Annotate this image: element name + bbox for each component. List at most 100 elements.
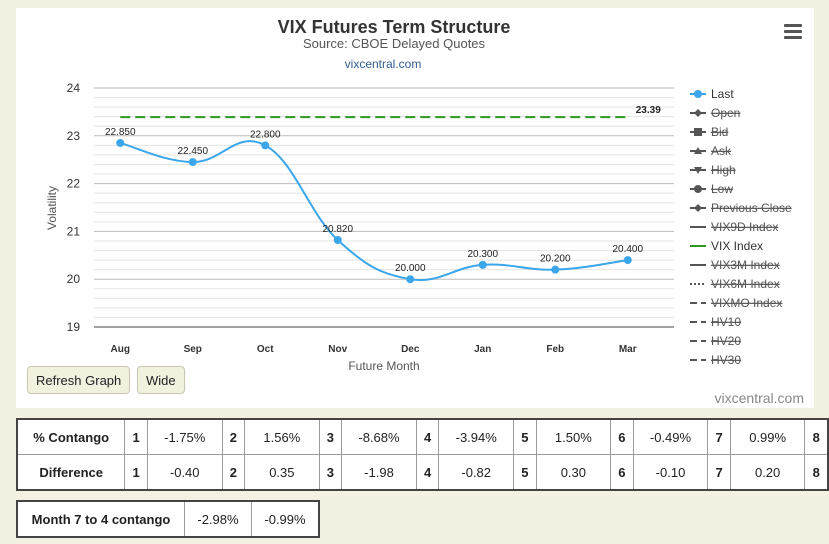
legend-marker [694, 147, 702, 154]
last-data-label: 22.800 [250, 129, 281, 140]
legend-marker [694, 167, 702, 174]
contango-value-cell: 0.99% [729, 418, 806, 455]
legend-marker [694, 128, 702, 136]
y-tick-label: 21 [67, 224, 81, 238]
chart-credit[interactable]: vixcentral.com [714, 390, 804, 406]
month7-4-value: -2.98% [184, 500, 252, 538]
difference-row-label: Difference [16, 454, 126, 491]
month-number-cell: 8 [804, 418, 829, 455]
month-number-cell: 1 [124, 418, 148, 455]
legend-item-label[interactable]: Low [711, 182, 733, 196]
month-number-cell: 2 [221, 454, 246, 491]
x-tick-label: Feb [546, 344, 564, 355]
month-number-cell: 7 [707, 418, 731, 455]
last-data-point [188, 158, 197, 167]
chart-subtitle: Source: CBOE Delayed Quotes [303, 36, 486, 51]
last-data-label: 20.200 [540, 254, 571, 265]
x-tick-label: Aug [111, 344, 130, 355]
x-tick-label: Mar [619, 344, 637, 355]
legend-item-label[interactable]: VIX9D Index [711, 220, 778, 234]
month-number-cell: 6 [610, 418, 634, 455]
source-link: vixcentral.com [345, 57, 422, 71]
y-tick-label: 24 [67, 81, 81, 95]
month7-4-table: Month 7 to 4 contango -2.98% -0.99% [16, 500, 320, 538]
difference-value-cell: -0.40 [146, 454, 223, 491]
last-data-point [478, 260, 487, 269]
month7-4-label: Month 7 to 4 contango [16, 500, 185, 538]
x-tick-label: Jan [474, 344, 491, 355]
last-data-point [551, 265, 560, 274]
legend-item-label[interactable]: Last [711, 87, 734, 101]
legend-marker [694, 90, 702, 98]
vix-index-label: 23.39 [636, 105, 661, 116]
refresh-graph-button[interactable]: Refresh Graph [27, 366, 131, 394]
y-tick-label: 19 [67, 320, 81, 334]
contango-table: % Contango 1 -1.75% 2 1.56% 3 -8.68% 4 -3.94% 5 1… [16, 418, 829, 491]
contango-value-cell: 1.50% [535, 418, 612, 455]
x-tick-label: Sep [184, 344, 202, 355]
contango-row-label: % Contango [16, 418, 126, 455]
month-number-cell: 1 [124, 454, 148, 491]
difference-row: Difference 1 -0.40 2 0.35 3 -1.98 4 -0.82 5 0.30 6… [16, 454, 829, 491]
chart-panel: VIX Futures Term Structure Source: CBOE D… [16, 8, 814, 408]
month-number-cell: 7 [707, 454, 731, 491]
legend-item-label[interactable]: VIX3M Index [711, 258, 780, 272]
legend-item-label[interactable]: VIX6M Index [711, 277, 780, 291]
month-number-cell: 3 [318, 418, 343, 455]
month-number-cell: 4 [415, 418, 440, 455]
difference-value-cell: 0.35 [244, 454, 320, 491]
wide-button[interactable]: Wide [137, 366, 185, 394]
contango-value-cell: -8.68% [341, 418, 417, 455]
legend-item-label[interactable]: VIX Index [711, 239, 763, 253]
legend-item-label[interactable]: Open [711, 106, 740, 120]
month-number-cell: 3 [318, 454, 343, 491]
difference-value-cell: 0.30 [535, 454, 612, 491]
y-tick-label: 23 [67, 129, 81, 143]
y-tick-label: 22 [67, 177, 81, 191]
difference-value-cell: -1.98 [341, 454, 417, 491]
x-axis-label: Future Month [348, 359, 419, 373]
month-number-cell: 4 [415, 454, 440, 491]
legend-item-label[interactable]: VIXMO Index [711, 296, 782, 310]
legend-item-label[interactable]: Previous Close [711, 201, 792, 215]
month-number-cell: 2 [221, 418, 246, 455]
month7-4-row: Month 7 to 4 contango -2.98% -0.99% [16, 500, 320, 538]
legend-item-label[interactable]: Bid [711, 125, 728, 139]
x-tick-label: Nov [328, 344, 347, 355]
last-data-point [623, 256, 632, 265]
contango-value-cell: 1.56% [244, 418, 320, 455]
contango-value-cell: -0.49% [632, 418, 709, 455]
legend-marker [694, 109, 702, 117]
month7-4-value: -0.99% [251, 500, 320, 538]
last-data-label: 22.450 [177, 146, 208, 157]
x-tick-label: Dec [401, 344, 420, 355]
y-axis-label: Volatility [45, 186, 59, 230]
chart-title: VIX Futures Term Structure [278, 17, 511, 37]
legend-item-label[interactable]: HV20 [711, 334, 741, 348]
legend-item-label[interactable]: High [711, 163, 736, 177]
difference-value-cell: -0.82 [438, 454, 515, 491]
month-number-cell: 5 [513, 454, 537, 491]
last-data-label: 20.300 [467, 249, 498, 260]
last-series-line [119, 140, 628, 282]
month-number-cell: 5 [513, 418, 537, 455]
last-data-point [116, 138, 125, 147]
legend-item-label[interactable]: HV10 [711, 315, 741, 329]
last-data-point [333, 236, 342, 245]
menu-icon[interactable] [784, 24, 802, 39]
contango-row: % Contango 1 -1.75% 2 1.56% 3 -8.68% 4 -3.94% 5 1… [16, 418, 829, 455]
month-number-cell: 6 [610, 454, 634, 491]
legend-marker [694, 204, 702, 212]
difference-value-cell: -0.10 [632, 454, 709, 491]
month-number-cell: 8 [804, 454, 829, 491]
last-data-point [261, 141, 270, 150]
legend-item-label[interactable]: Ask [711, 144, 732, 158]
contango-value-cell: -1.75% [146, 418, 223, 455]
legend-item-label[interactable]: HV30 [711, 353, 741, 367]
x-tick-label: Oct [257, 344, 274, 355]
difference-value-cell: 0.20 [729, 454, 806, 491]
legend-marker [694, 185, 702, 193]
last-data-label: 20.820 [322, 224, 353, 235]
last-data-label: 20.400 [612, 244, 643, 255]
